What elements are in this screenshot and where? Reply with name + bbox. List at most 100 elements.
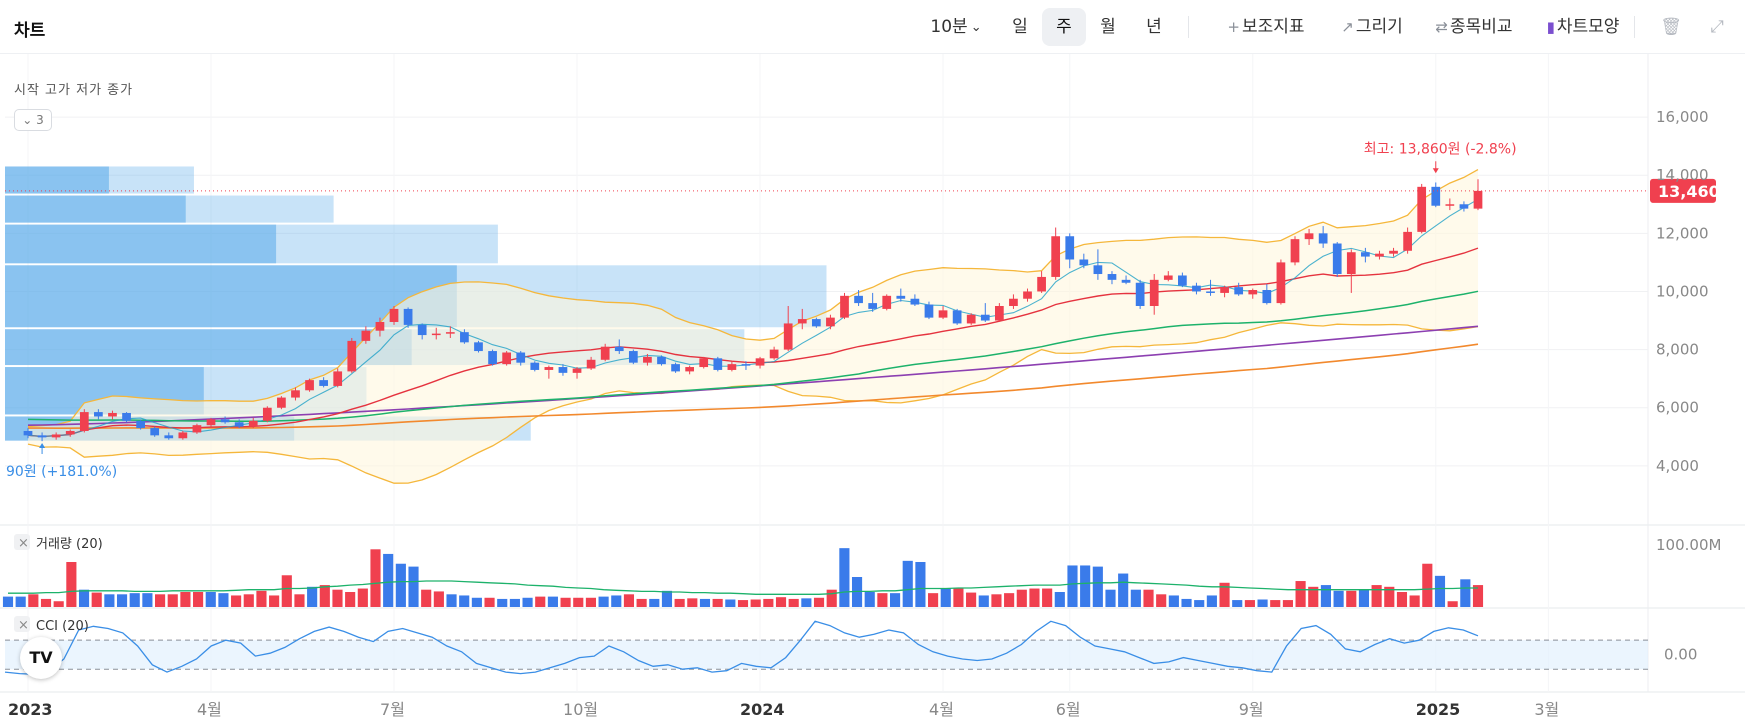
candle-body <box>1163 275 1173 280</box>
candle-body <box>1375 253 1384 257</box>
candle-body <box>192 425 202 433</box>
tradingview-logo-icon: TV <box>20 637 62 679</box>
draw-button[interactable]: ↗ 그리기 <box>1322 8 1422 46</box>
time-tick-label: 6월 <box>1056 700 1081 719</box>
volume-bar <box>1016 589 1027 607</box>
volume-bar <box>1143 589 1154 607</box>
candle-body <box>1079 259 1089 266</box>
candle-body <box>1051 236 1061 277</box>
volume-bar <box>218 593 229 607</box>
compare-button[interactable]: ⇄ 종목비교 <box>1418 8 1530 46</box>
period-tab-year[interactable]: 년 <box>1146 17 1162 37</box>
volume-bar <box>522 597 533 607</box>
candle-body <box>966 314 976 324</box>
close-icon: × <box>18 536 29 551</box>
volume-bar <box>433 591 444 607</box>
candle-body <box>417 324 427 336</box>
candle-body <box>516 352 526 363</box>
volume-bar <box>978 595 989 607</box>
volume-bar <box>1168 595 1179 607</box>
candle-body <box>1121 279 1131 283</box>
volume-bar <box>535 596 546 607</box>
volume-bar <box>712 598 723 607</box>
volume-bar <box>1219 582 1230 607</box>
bollinger-upper-line <box>27 169 1479 428</box>
price-axis: 16,000 14,000 12,000 10,000 8,000 6,000 4,000 <box>1656 108 1709 475</box>
indicator-button[interactable]: + 보조지표 <box>1210 8 1322 46</box>
candle-body <box>980 314 990 321</box>
candle-body <box>600 346 610 360</box>
period-tab-day[interactable]: 일 <box>1012 17 1028 37</box>
ma60-line <box>27 290 1479 422</box>
period-tab-month[interactable]: 월 <box>1100 17 1116 37</box>
compare-icon: ⇄ <box>1435 18 1448 36</box>
volume-bar <box>357 588 368 607</box>
chevron-down-icon: ⌄ <box>970 20 982 35</box>
volume-bar <box>877 593 888 607</box>
candle-body <box>1459 204 1469 209</box>
candle-body <box>1178 275 1187 286</box>
candle-body <box>544 367 554 370</box>
candle-body <box>445 332 455 334</box>
price-tick-label: 8,000 <box>1656 341 1699 359</box>
volume-bar <box>1447 601 1458 607</box>
candle-body <box>1234 287 1244 295</box>
volume-bar <box>991 594 1002 607</box>
time-tick-label: 9월 <box>1239 700 1264 719</box>
interval-label: 10분 <box>930 17 968 37</box>
chart-style-button[interactable]: ▮ 차트모양 <box>1526 8 1640 46</box>
cci-close-icon <box>14 616 30 632</box>
candle-body <box>699 358 709 368</box>
price-tick-label: 6,000 <box>1656 399 1699 417</box>
candle-body <box>1107 274 1117 280</box>
volume-bar <box>1181 598 1192 607</box>
candle-body <box>375 321 385 331</box>
candle-body <box>643 356 652 363</box>
price-tick-label: 10,000 <box>1656 282 1709 300</box>
trash-icon[interactable]: 🗑 <box>1660 17 1682 37</box>
high-arrow-head <box>1432 168 1439 174</box>
volume-bar <box>307 586 318 607</box>
volume-bar <box>129 593 140 607</box>
candle-body <box>1037 276 1046 292</box>
volume-bar <box>2 596 14 607</box>
candle-body <box>220 419 230 423</box>
candle-body <box>234 422 244 427</box>
candle-body <box>488 351 497 365</box>
candle-body <box>1417 186 1427 232</box>
fullscreen-icon[interactable]: ⤢ <box>1710 17 1724 37</box>
volume-bar <box>1384 586 1395 607</box>
price-chart[interactable]: 13,460 최고: 13,860원 (-2.8%) 90원 (+181.0%) 1… <box>0 54 1745 728</box>
interval-dropdown[interactable]: 10분 ⌄ <box>924 8 988 46</box>
volume-bar <box>40 598 52 607</box>
candle-body <box>291 390 300 398</box>
volume-bar <box>1409 595 1420 607</box>
candle-body <box>1192 285 1201 292</box>
volume-bar <box>890 593 901 607</box>
volume-ma-line <box>8 580 1478 595</box>
volume-bar <box>560 597 571 607</box>
indicator-label: 보조지표 <box>1242 17 1305 37</box>
volume-bar <box>649 598 660 607</box>
candle-body <box>938 310 948 318</box>
candle-body <box>361 330 371 341</box>
draw-label: 그리기 <box>1355 17 1403 37</box>
cci-band <box>5 640 1648 670</box>
period-tab-week[interactable]: 주 <box>1042 8 1086 46</box>
candle-body <box>1431 186 1441 206</box>
candle-body <box>797 319 807 324</box>
volume-bar <box>826 589 837 607</box>
volume-bar <box>116 594 128 607</box>
volume-bar <box>547 596 558 607</box>
volume-bar <box>1054 592 1065 607</box>
candle-body <box>164 435 174 439</box>
volume-bar <box>1067 565 1078 607</box>
candle-body <box>1009 298 1018 306</box>
volume-bar <box>737 600 749 607</box>
close-icon: × <box>18 618 29 633</box>
candle-body <box>741 364 751 366</box>
candle-body <box>826 317 835 327</box>
indicator-toggle[interactable]: ⌄ 3 <box>14 109 52 131</box>
candle-body <box>460 332 469 343</box>
volume-bar <box>940 588 951 607</box>
